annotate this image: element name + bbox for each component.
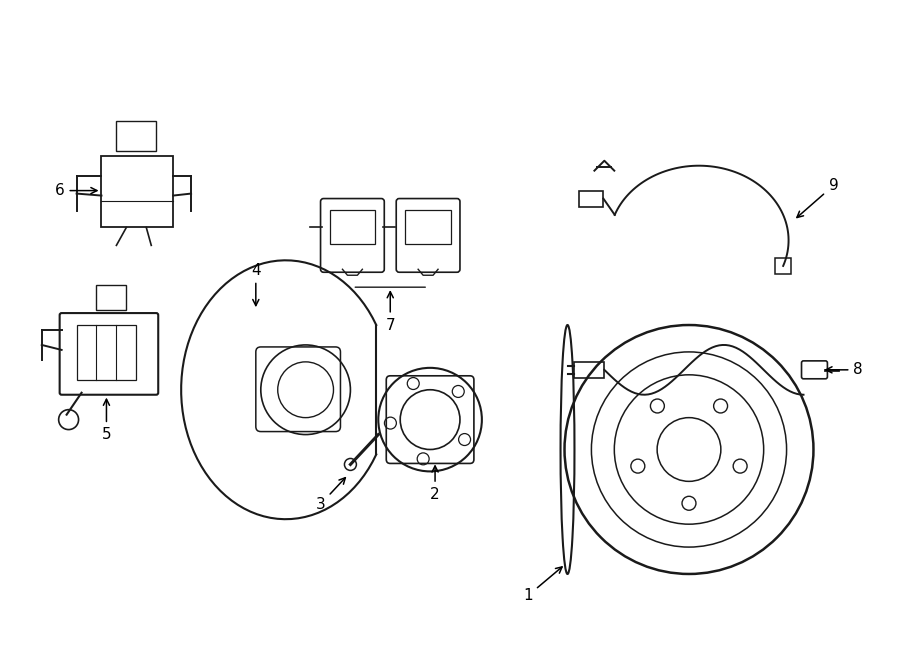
Text: 2: 2	[430, 466, 440, 502]
Text: 5: 5	[102, 399, 112, 442]
Text: 9: 9	[796, 178, 838, 217]
Text: 7: 7	[385, 292, 395, 332]
Text: 6: 6	[55, 183, 97, 198]
Text: 3: 3	[316, 478, 346, 512]
Text: 1: 1	[523, 567, 562, 603]
Text: 8: 8	[826, 362, 863, 377]
Text: 4: 4	[251, 263, 261, 305]
